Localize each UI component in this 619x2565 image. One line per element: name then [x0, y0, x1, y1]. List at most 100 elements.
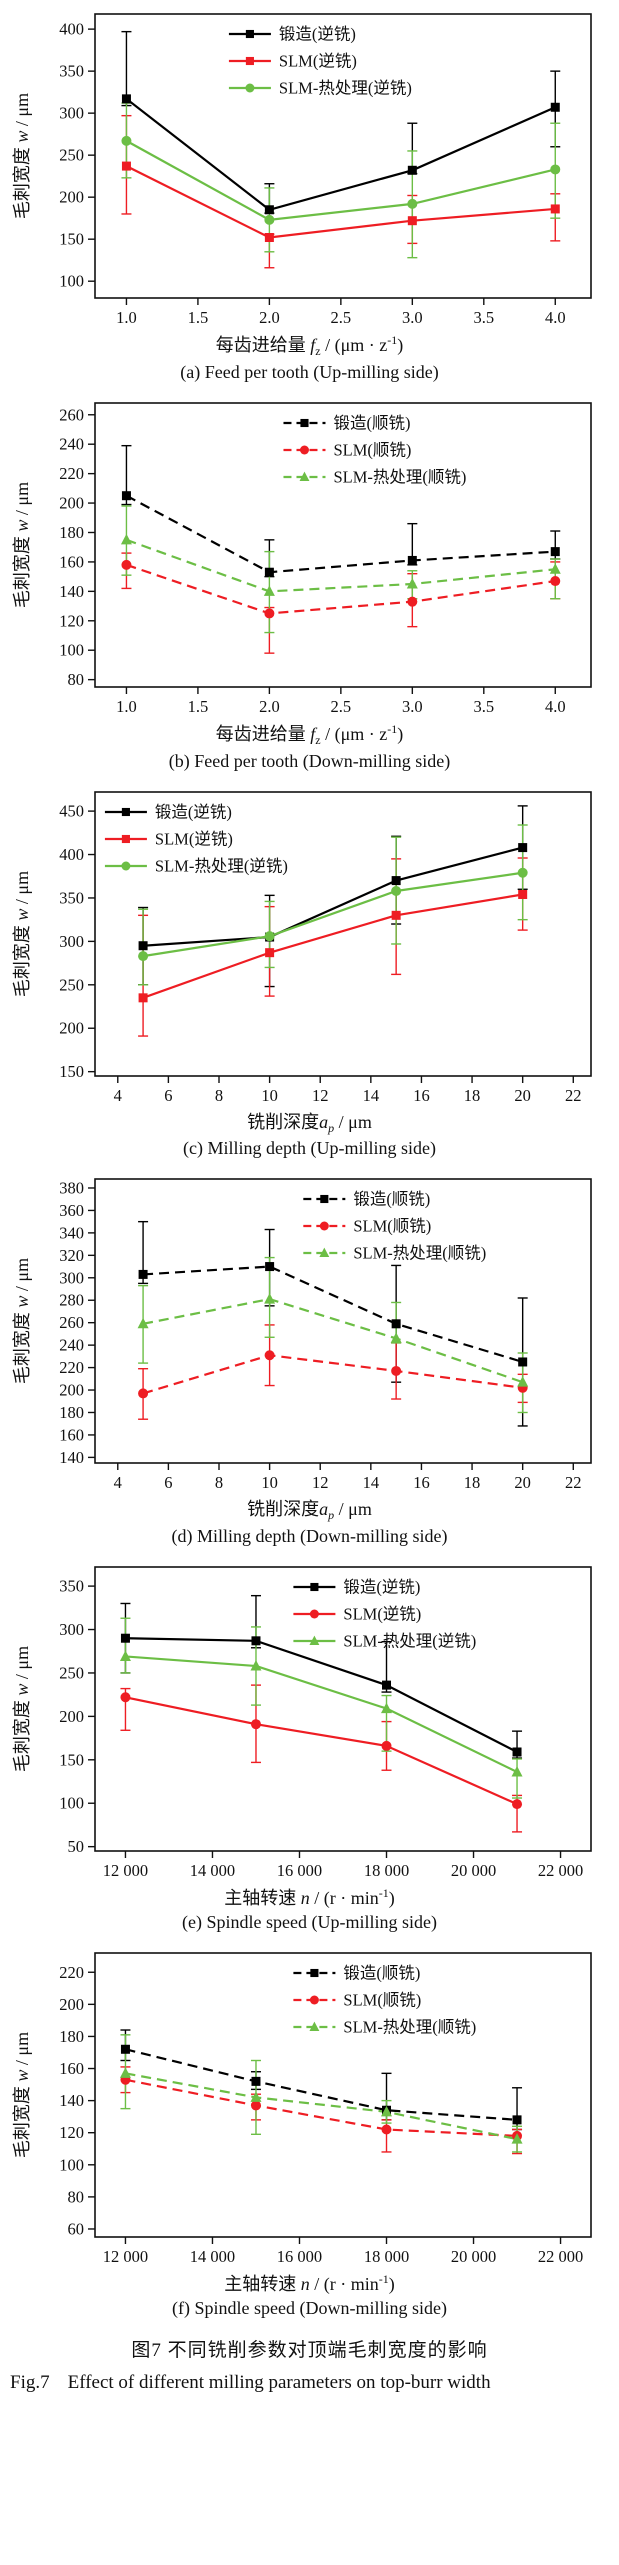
- svg-text:SLM-热处理(顺铣): SLM-热处理(顺铣): [353, 1244, 486, 1263]
- svg-text:450: 450: [59, 801, 84, 820]
- subplot-e: 50 100 150 200 250 300 350 12 000 14 000 16 000 18…: [0, 1557, 619, 1933]
- svg-text:180: 180: [59, 2027, 84, 2046]
- subplot-c: 150 200 250 300 350 400 450 4 6 8 10 12 14 16 18 20 22 毛刺…: [0, 782, 619, 1160]
- svg-text:350: 350: [59, 62, 84, 81]
- svg-text:200: 200: [59, 188, 84, 207]
- figure-caption-en-text: Effect of different milling parameters o…: [67, 2371, 491, 2393]
- svg-text:160: 160: [59, 2059, 84, 2078]
- chart-e-canvas: 50 100 150 200 250 300 350 12 000 14 000 16 000 18…: [12, 1566, 592, 1880]
- svg-text:4.0: 4.0: [545, 697, 566, 716]
- svg-text:4.0: 4.0: [545, 308, 566, 327]
- svg-text:20: 20: [514, 1473, 531, 1492]
- chart-d-subcaption: (d) Milling depth (Down-milling side): [171, 1526, 448, 1547]
- svg-text:锻造(顺铣): 锻造(顺铣): [353, 1190, 430, 1209]
- svg-text:SLM(逆铣): SLM(逆铣): [279, 52, 357, 71]
- svg-text:锻造(逆铣): 锻造(逆铣): [343, 1578, 420, 1597]
- svg-text:220: 220: [59, 1358, 84, 1377]
- figure-caption: 图7 不同铣削参数对顶端毛刺宽度的影响 Fig.7 Effect of diffe…: [0, 2335, 619, 2404]
- svg-text:18: 18: [464, 1473, 481, 1492]
- svg-text:200: 200: [59, 1381, 84, 1400]
- svg-text:100: 100: [59, 1794, 84, 1813]
- svg-text:180: 180: [59, 523, 84, 542]
- svg-text:14: 14: [363, 1086, 380, 1105]
- svg-text:150: 150: [59, 1062, 84, 1081]
- svg-text:180: 180: [59, 1403, 84, 1422]
- chart-d-xaxis-label: 铣削深度ap / μm: [247, 1499, 372, 1523]
- svg-text:14 000: 14 000: [190, 2247, 235, 2266]
- subplot-b: 80 100 120 140 160 180 200 220 240 260 1.0 1.5 2.0 2.…: [0, 393, 619, 772]
- svg-text:1.5: 1.5: [188, 697, 209, 716]
- svg-text:2.0: 2.0: [259, 308, 280, 327]
- svg-text:3.0: 3.0: [402, 308, 423, 327]
- subplot-a: 100 150 200 250 300 350 400 1.0 1.5 2.0 2.5 3.0 3.5 4…: [0, 4, 619, 383]
- svg-text:1.0: 1.0: [116, 697, 137, 716]
- svg-text:1.5: 1.5: [188, 308, 209, 327]
- svg-text:锻造(顺铣): 锻造(顺铣): [333, 413, 410, 432]
- svg-text:80: 80: [68, 2187, 85, 2206]
- svg-text:SLM-热处理(逆铣): SLM-热处理(逆铣): [155, 856, 288, 875]
- svg-text:120: 120: [59, 2123, 84, 2142]
- svg-text:2.5: 2.5: [331, 308, 352, 327]
- svg-text:3.5: 3.5: [473, 308, 494, 327]
- svg-text:14: 14: [363, 1473, 380, 1492]
- svg-text:22 000: 22 000: [538, 2247, 583, 2266]
- svg-text:毛刺宽度 w / μm: 毛刺宽度 w / μm: [12, 871, 32, 997]
- chart-c-subcaption: (c) Milling depth (Up-milling side): [183, 1138, 436, 1159]
- chart-b-canvas: 80 100 120 140 160 180 200 220 240 260 1.0 1.5 2.0 2.…: [12, 401, 592, 716]
- chart-f-xaxis-label: 主轴转速 n / (r · min-1): [224, 2271, 395, 2294]
- svg-text:150: 150: [59, 1750, 84, 1769]
- svg-text:280: 280: [59, 1291, 84, 1310]
- svg-text:10: 10: [261, 1086, 278, 1105]
- svg-text:4: 4: [114, 1473, 122, 1492]
- chart-f-subcaption: (f) Spindle speed (Down-milling side): [172, 2297, 447, 2318]
- figure-page: 100 150 200 250 300 350 400 1.0 1.5 2.0 2.5 3.0 3.5 4…: [0, 4, 619, 2404]
- svg-text:220: 220: [59, 464, 84, 483]
- svg-text:250: 250: [59, 975, 84, 994]
- svg-text:锻造(逆铣): 锻造(逆铣): [155, 802, 232, 821]
- figure-caption-zh: 图7 不同铣削参数对顶端毛刺宽度的影响: [131, 2339, 488, 2361]
- svg-text:8: 8: [215, 1086, 223, 1105]
- svg-text:380: 380: [59, 1179, 84, 1198]
- svg-text:16 000: 16 000: [277, 2247, 322, 2266]
- svg-text:14 000: 14 000: [190, 1861, 235, 1880]
- svg-text:22 000: 22 000: [538, 1861, 583, 1880]
- chart-a-subcaption: (a) Feed per tooth (Up-milling side): [180, 361, 439, 382]
- svg-text:340: 340: [59, 1224, 84, 1243]
- svg-text:50: 50: [68, 1837, 85, 1856]
- svg-text:1.0: 1.0: [116, 308, 137, 327]
- svg-text:SLM-热处理(逆铣): SLM-热处理(逆铣): [279, 79, 412, 98]
- svg-text:100: 100: [59, 641, 84, 660]
- svg-text:140: 140: [59, 2091, 84, 2110]
- svg-text:100: 100: [59, 2155, 84, 2174]
- svg-text:160: 160: [59, 1426, 84, 1445]
- svg-text:2.0: 2.0: [259, 697, 280, 716]
- svg-text:200: 200: [59, 1707, 84, 1726]
- svg-text:260: 260: [59, 1314, 84, 1333]
- svg-text:240: 240: [59, 1336, 84, 1355]
- svg-text:SLM(顺铣): SLM(顺铣): [343, 1990, 421, 2009]
- svg-text:150: 150: [59, 230, 84, 249]
- svg-text:300: 300: [59, 1269, 84, 1288]
- svg-text:350: 350: [59, 888, 84, 907]
- svg-text:SLM(逆铣): SLM(逆铣): [155, 829, 233, 848]
- svg-text:6: 6: [164, 1086, 172, 1105]
- svg-text:400: 400: [59, 845, 84, 864]
- svg-text:SLM-热处理(顺铣): SLM-热处理(顺铣): [333, 467, 466, 486]
- svg-text:250: 250: [59, 1664, 84, 1683]
- svg-text:3.0: 3.0: [402, 697, 423, 716]
- svg-text:22: 22: [565, 1473, 582, 1492]
- svg-text:360: 360: [59, 1201, 84, 1220]
- svg-text:250: 250: [59, 146, 84, 165]
- svg-text:锻造(逆铣): 锻造(逆铣): [279, 25, 356, 44]
- subplot-f: 60 80 100 120 140 160 180 200 220 12 000 14 000 16 …: [0, 1943, 619, 2319]
- svg-text:6: 6: [164, 1473, 172, 1492]
- chart-a-canvas: 100 150 200 250 300 350 400 1.0 1.5 2.0 2.5 3.0 3.5 4…: [12, 13, 592, 327]
- svg-text:4: 4: [114, 1086, 122, 1105]
- svg-text:220: 220: [59, 1963, 84, 1982]
- svg-text:20: 20: [514, 1086, 531, 1105]
- svg-text:锻造(顺铣): 锻造(顺铣): [343, 1963, 420, 1982]
- chart-b-xaxis-label: 每齿进给量 fz / (μm · z-1): [215, 721, 404, 747]
- svg-text:400: 400: [59, 20, 84, 39]
- svg-text:SLM(顺铣): SLM(顺铣): [333, 440, 411, 459]
- svg-text:20 000: 20 000: [451, 1861, 496, 1880]
